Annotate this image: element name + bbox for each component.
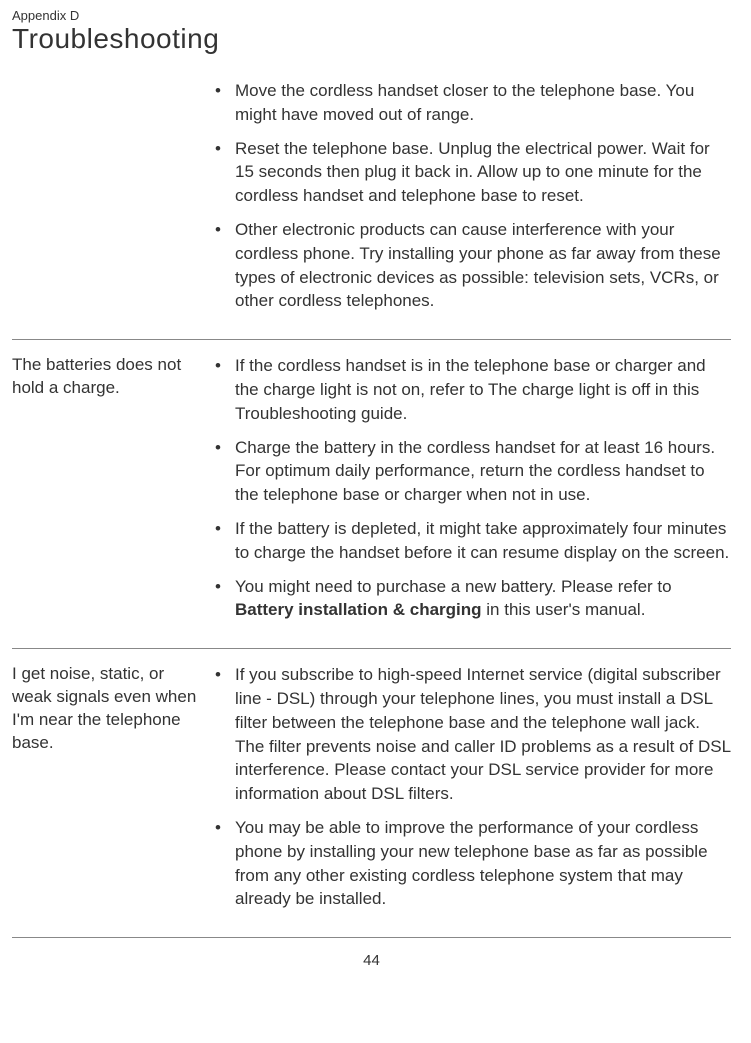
text-bold: Battery installation & charging [235, 600, 482, 619]
section-body: If you subscribe to high-speed Internet … [207, 663, 731, 921]
text-pre: You might need to purchase a new battery… [235, 577, 672, 596]
section-heading [12, 79, 207, 323]
troubleshooting-section-2: I get noise, static, or weak signals eve… [12, 663, 731, 938]
list-item: If the battery is depleted, it might tak… [207, 517, 731, 565]
list-item: Reset the telephone base. Unplug the ele… [207, 137, 731, 208]
troubleshooting-section-1: The batteries does not hold a charge. If… [12, 354, 731, 649]
list-item: Charge the battery in the cordless hands… [207, 436, 731, 507]
list-item: If the cordless handset is in the teleph… [207, 354, 731, 425]
list-item: Other electronic products can cause inte… [207, 218, 731, 313]
list-item: You might need to purchase a new battery… [207, 575, 731, 623]
appendix-label: Appendix D [12, 8, 731, 23]
section-heading: The batteries does not hold a charge. [12, 354, 207, 632]
list-item: Move the cordless handset closer to the … [207, 79, 731, 127]
troubleshooting-section-0: Move the cordless handset closer to the … [12, 79, 731, 340]
page-title: Troubleshooting [12, 23, 731, 55]
list-item: If you subscribe to high-speed Internet … [207, 663, 731, 806]
page-container: Appendix D Troubleshooting Move the cord… [0, 0, 751, 969]
page-number: 44 [12, 952, 731, 969]
text-post: in this user's manual. [482, 600, 646, 619]
bullet-list: If you subscribe to high-speed Internet … [207, 663, 731, 911]
bullet-list: Move the cordless handset closer to the … [207, 79, 731, 313]
list-item: You may be able to improve the performan… [207, 816, 731, 911]
section-heading: I get noise, static, or weak signals eve… [12, 663, 207, 921]
section-body: If the cordless handset is in the teleph… [207, 354, 731, 632]
section-body: Move the cordless handset closer to the … [207, 79, 731, 323]
bullet-list: If the cordless handset is in the teleph… [207, 354, 731, 622]
